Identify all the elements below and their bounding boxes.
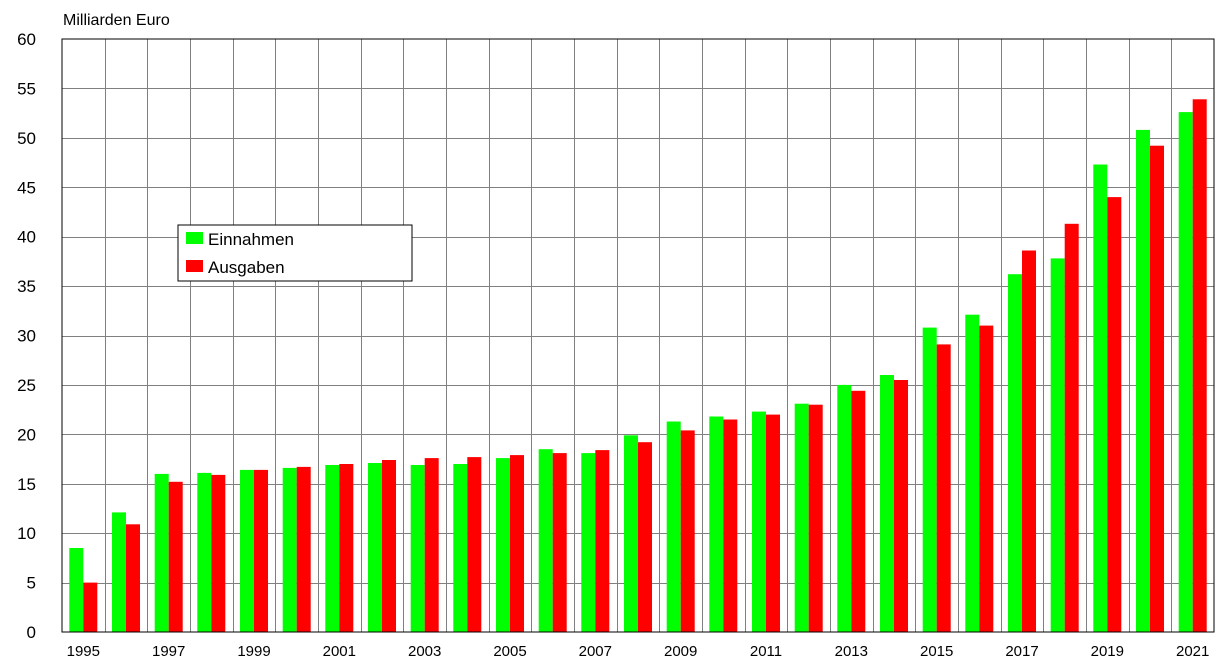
bar-ausgaben-2012 [808, 404, 823, 632]
bar-ausgaben-2007 [595, 450, 610, 632]
x-tick-label: 1999 [237, 643, 270, 660]
bar-einnahmen-2008 [624, 435, 638, 632]
legend-label-einnahmen: Einnahmen [208, 230, 294, 249]
legend-label-ausgaben: Ausgaben [208, 258, 285, 277]
bar-ausgaben-1999 [254, 469, 268, 632]
bar-einnahmen-2000 [282, 467, 297, 632]
bar-einnahmen-2013 [837, 384, 852, 632]
bar-ausgaben-2002 [382, 460, 396, 632]
y-tick-label: 15 [17, 475, 36, 494]
bar-einnahmen-2004 [453, 464, 468, 632]
x-tick-label: 2019 [1091, 643, 1124, 660]
y-tick-label: 20 [17, 425, 36, 444]
y-tick-label: 5 [27, 574, 36, 593]
y-tick-label: 25 [17, 376, 36, 395]
bar-ausgaben-2003 [424, 458, 439, 632]
bar-ausgaben-2014 [894, 380, 908, 632]
bar-einnahmen-2001 [325, 465, 340, 632]
bar-einnahmen-2017 [1008, 274, 1022, 632]
legend-swatch-ausgaben [186, 260, 203, 272]
y-tick-label: 55 [17, 79, 36, 98]
bar-ausgaben-2021 [1192, 99, 1207, 633]
y-tick-label: 45 [17, 178, 36, 197]
bar-ausgaben-2008 [638, 442, 652, 632]
x-tick-label: 2015 [920, 643, 953, 660]
bar-einnahmen-2007 [581, 453, 596, 632]
x-tick-label: 2021 [1176, 643, 1209, 660]
x-tick-label: 2013 [835, 643, 868, 660]
bar-einnahmen-2018 [1050, 258, 1065, 632]
bar-ausgaben-2013 [851, 390, 866, 632]
bar-einnahmen-2003 [410, 465, 425, 632]
bar-einnahmen-1997 [154, 473, 169, 632]
bar-ausgaben-2017 [1022, 250, 1036, 632]
bar-ausgaben-2000 [296, 466, 311, 632]
y-tick-label: 50 [17, 129, 36, 148]
y-tick-labels: 0 5 10 15 20 25 30 35 40 45 50 55 60 [17, 30, 36, 642]
bar-einnahmen-2006 [538, 449, 553, 632]
bar-ausgaben-1998 [211, 474, 226, 632]
bars [69, 99, 1207, 633]
legend: Einnahmen Ausgaben [177, 224, 413, 282]
x-tick-labels: 1995 1997 1999 2001 2003 2005 2007 2009 2011 2013… [67, 643, 1210, 660]
bar-ausgaben-2005 [510, 455, 524, 632]
y-tick-label: 35 [17, 277, 36, 296]
bar-einnahmen-1996 [112, 512, 126, 632]
bar-einnahmen-2016 [965, 314, 980, 632]
bar-einnahmen-2012 [794, 403, 809, 632]
bar-ausgaben-2001 [339, 464, 354, 632]
y-axis-label: Milliarden Euro [63, 12, 170, 29]
x-tick-label: 2009 [664, 643, 697, 660]
y-tick-label: 60 [17, 30, 36, 49]
x-tick-label: 1995 [67, 643, 100, 660]
bar-ausgaben-1997 [168, 481, 183, 632]
bar-einnahmen-1998 [197, 472, 212, 632]
bar-ausgaben-2010 [723, 419, 738, 632]
x-tick-label: 2011 [750, 643, 782, 660]
bar-ausgaben-2020 [1150, 145, 1164, 632]
bar-einnahmen-1999 [240, 469, 254, 632]
bar-ausgaben-2016 [979, 325, 994, 632]
bar-ausgaben-2011 [766, 414, 780, 632]
bar-einnahmen-1995 [69, 548, 84, 632]
bar-ausgaben-2019 [1107, 197, 1122, 632]
bar-einnahmen-2010 [709, 416, 724, 632]
bar-ausgaben-1996 [126, 524, 140, 632]
x-tick-label: 2001 [323, 643, 356, 660]
bar-ausgaben-1995 [83, 582, 98, 632]
x-tick-label: 2017 [1005, 643, 1038, 660]
bar-einnahmen-2014 [880, 375, 894, 632]
bar-ausgaben-2006 [552, 453, 567, 632]
bar-ausgaben-2004 [467, 457, 482, 632]
plot-area-frame [61, 38, 1215, 633]
grid-lines [62, 39, 1214, 632]
bar-einnahmen-2021 [1178, 112, 1193, 633]
x-tick-label: 1997 [152, 643, 185, 660]
bar-ausgaben-2018 [1064, 223, 1079, 633]
bar-einnahmen-2002 [368, 463, 382, 632]
bar-einnahmen-2011 [752, 411, 766, 632]
x-tick-label: 2003 [408, 643, 441, 660]
x-tick-label: 2005 [493, 643, 526, 660]
bar-einnahmen-2009 [666, 421, 681, 632]
legend-box [177, 224, 413, 282]
bar-ausgaben-2009 [680, 430, 695, 632]
bar-ausgaben-2015 [936, 344, 951, 632]
bar-einnahmen-2020 [1136, 129, 1150, 632]
y-tick-label: 30 [17, 327, 36, 346]
bar-einnahmen-2019 [1093, 164, 1108, 632]
y-tick-label: 0 [27, 623, 36, 642]
y-tick-label: 40 [17, 228, 36, 247]
y-tick-label: 10 [17, 524, 36, 543]
bar-einnahmen-2015 [922, 327, 937, 632]
legend-swatch-einnahmen [186, 232, 203, 244]
bar-einnahmen-2005 [496, 458, 510, 632]
x-tick-label: 2007 [579, 643, 612, 660]
